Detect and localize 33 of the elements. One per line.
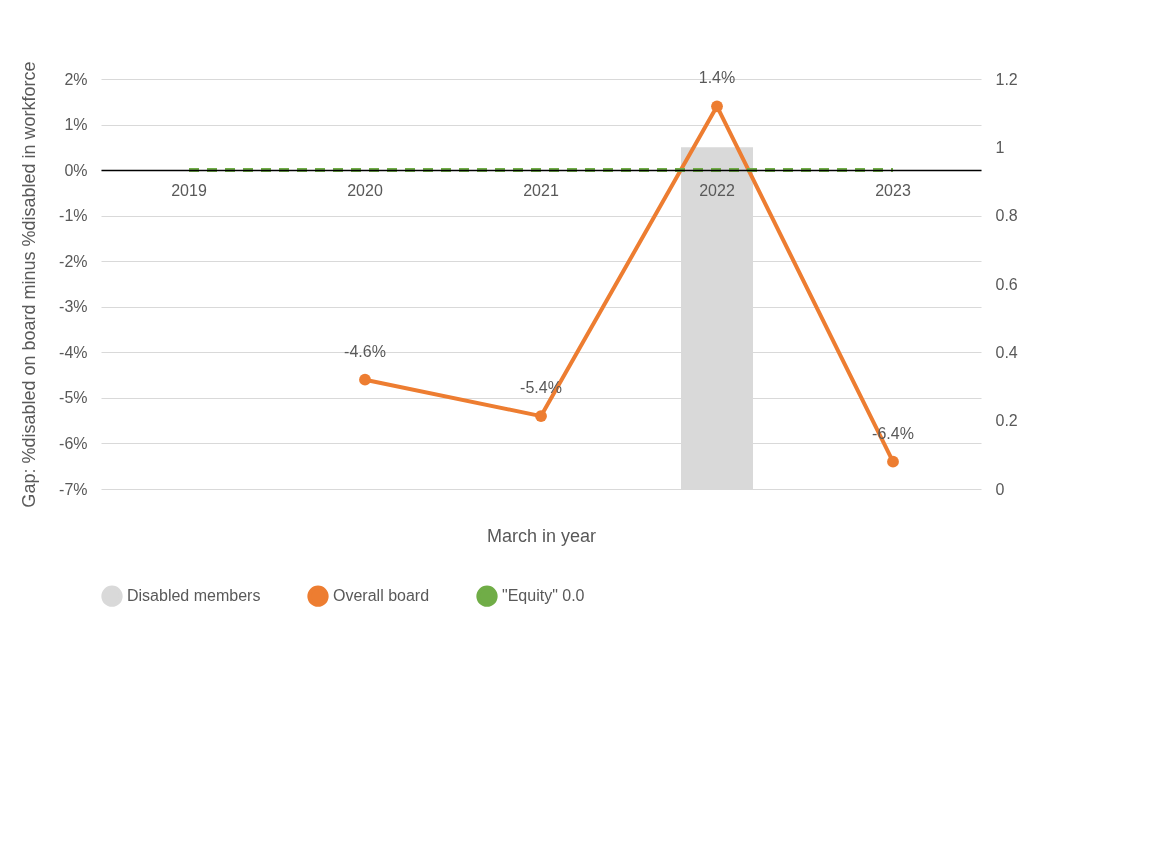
data-label: -4.6%	[344, 342, 386, 360]
legend-label: Disabled members	[127, 587, 261, 605]
y-tick-label: -6%	[59, 434, 88, 452]
legend-label: Overall board	[333, 587, 430, 605]
y-tick-label: -1%	[59, 207, 88, 225]
y2-tick-label: 0.6	[995, 275, 1018, 293]
y-tick-label: 0%	[64, 161, 88, 179]
y2-tick-label: 0.8	[995, 207, 1018, 225]
y-tick-label: -5%	[59, 389, 88, 407]
y-tick-label: -3%	[59, 298, 88, 316]
x-tick-label: 2020	[347, 181, 383, 199]
x-tick-label: 2023	[875, 181, 911, 199]
y2-tick-label: 0.2	[995, 412, 1018, 430]
x-axis-title: March in year	[486, 525, 597, 546]
y2-tick-label: 0.4	[995, 343, 1018, 361]
point	[711, 100, 723, 113]
y-tick-label: 1%	[64, 116, 88, 134]
point	[535, 410, 547, 423]
point	[359, 373, 371, 386]
x-tick-label: 2019	[171, 181, 207, 199]
y-axis-title: Gap: %disabled on board minus %disabled in workforce	[19, 61, 40, 508]
y2-tick-label: 0	[995, 480, 1005, 498]
y-tick-label: 2%	[64, 70, 88, 88]
legend-label: "Equity" 0.0	[502, 587, 585, 605]
y2-tick-label: 1.2	[995, 70, 1018, 88]
y-tick-label: -2%	[59, 252, 88, 270]
data-label: 1.4%	[698, 69, 736, 87]
x-tick-label: 2022	[699, 181, 735, 199]
x-tick-label: 2021	[523, 181, 559, 199]
y2-tick-label: 1	[995, 138, 1005, 156]
y-tick-label: -7%	[59, 480, 88, 498]
point	[887, 455, 899, 468]
y-tick-label: -4%	[59, 343, 88, 361]
